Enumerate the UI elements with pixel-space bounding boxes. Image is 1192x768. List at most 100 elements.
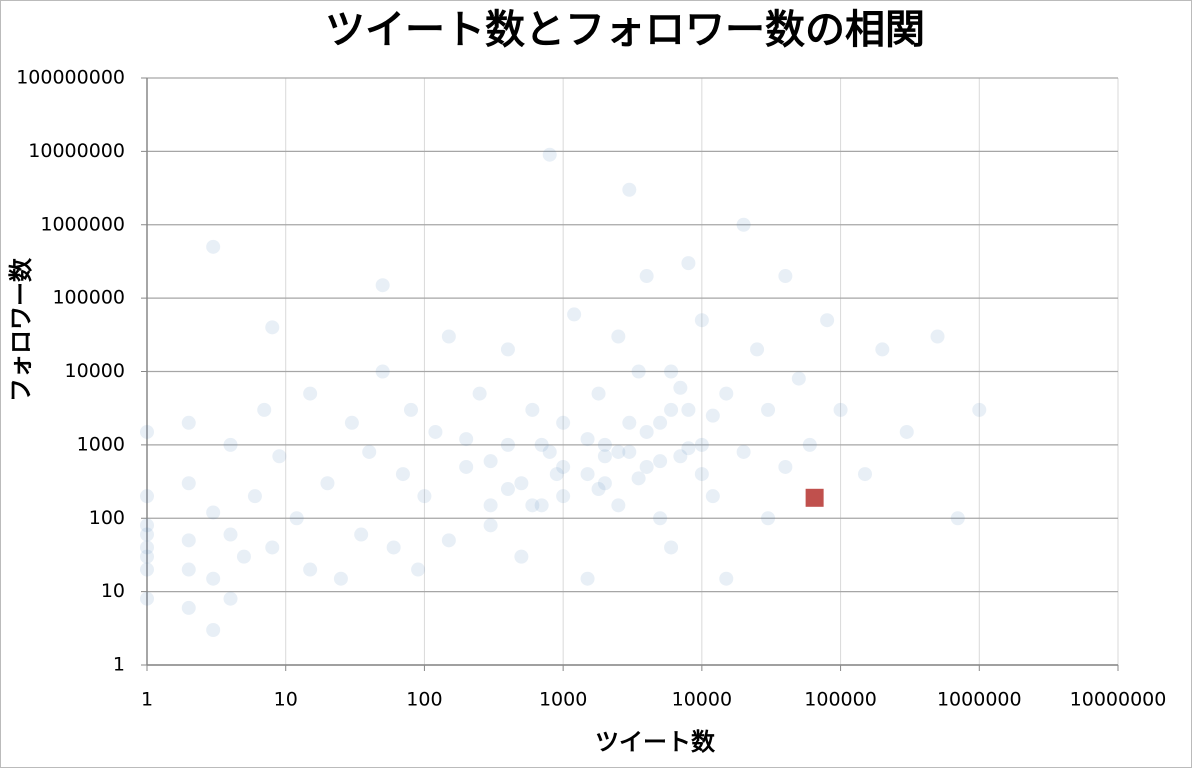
point	[428, 424, 443, 439]
y-tick-label: 1000000	[40, 213, 125, 235]
point	[272, 449, 287, 464]
point	[639, 459, 654, 474]
point	[857, 467, 872, 482]
point	[223, 527, 238, 542]
point	[556, 459, 571, 474]
point	[500, 482, 515, 497]
point	[597, 476, 612, 491]
point	[591, 482, 606, 497]
point	[534, 498, 549, 513]
x-tick-label: 100000	[804, 689, 877, 711]
point	[514, 476, 529, 491]
point	[483, 518, 498, 533]
point	[664, 540, 679, 555]
point	[805, 488, 824, 507]
point	[140, 591, 154, 606]
x-tick-label: 1	[141, 689, 153, 711]
point	[673, 380, 688, 395]
point	[525, 498, 540, 513]
point	[611, 329, 626, 344]
point	[206, 505, 221, 520]
point	[736, 444, 751, 459]
point	[441, 533, 456, 548]
point	[265, 320, 280, 335]
x-tick-label: 10000000	[1070, 689, 1167, 711]
point	[514, 549, 529, 564]
point	[549, 467, 564, 482]
point	[236, 549, 251, 564]
point	[597, 437, 612, 452]
point	[206, 239, 221, 254]
point	[694, 467, 709, 482]
point	[472, 386, 487, 401]
point	[622, 182, 637, 197]
point	[403, 402, 418, 417]
point	[791, 371, 806, 386]
point	[664, 364, 679, 379]
point	[206, 622, 221, 637]
point	[820, 313, 835, 328]
point	[639, 269, 654, 284]
point	[802, 437, 817, 452]
point	[761, 402, 776, 417]
point	[761, 511, 776, 526]
point	[441, 329, 456, 344]
point	[354, 527, 369, 542]
point	[705, 408, 720, 423]
point	[653, 415, 668, 430]
point	[459, 459, 474, 474]
y-tick-label: 100000000	[16, 67, 125, 89]
point	[140, 424, 154, 439]
point	[181, 600, 196, 615]
point	[591, 386, 606, 401]
point	[611, 444, 626, 459]
point	[556, 489, 571, 504]
point	[411, 562, 426, 577]
point	[950, 511, 965, 526]
x-tick-label: 10000	[672, 689, 732, 711]
point	[181, 562, 196, 577]
point	[140, 540, 154, 555]
point	[500, 437, 515, 452]
point	[631, 471, 646, 486]
point	[653, 454, 668, 469]
point	[140, 518, 154, 533]
point	[181, 533, 196, 548]
point	[750, 342, 765, 357]
point	[140, 489, 154, 504]
y-tick-label: 10	[101, 580, 125, 602]
point	[639, 424, 654, 439]
point	[833, 402, 848, 417]
point	[525, 402, 540, 417]
point	[673, 449, 688, 464]
y-tick-label: 10000000	[28, 140, 125, 162]
y-axis-title: フォロワー数	[7, 257, 35, 402]
point	[580, 571, 595, 586]
point	[681, 256, 696, 271]
point	[681, 441, 696, 456]
point	[181, 415, 196, 430]
point	[459, 432, 474, 447]
point	[333, 571, 348, 586]
point	[395, 467, 410, 482]
point	[778, 269, 793, 284]
y-tick-label: 100	[89, 507, 125, 529]
point	[736, 217, 751, 232]
point	[483, 454, 498, 469]
point	[303, 562, 318, 577]
point	[875, 342, 890, 357]
point	[247, 489, 262, 504]
y-tick-label: 10000	[65, 360, 125, 382]
point	[622, 415, 637, 430]
point	[206, 571, 221, 586]
point	[320, 476, 335, 491]
point	[719, 571, 734, 586]
point	[631, 364, 646, 379]
point	[375, 278, 390, 293]
y-tick-label: 1	[113, 654, 125, 676]
point	[567, 307, 582, 322]
point	[611, 498, 626, 513]
